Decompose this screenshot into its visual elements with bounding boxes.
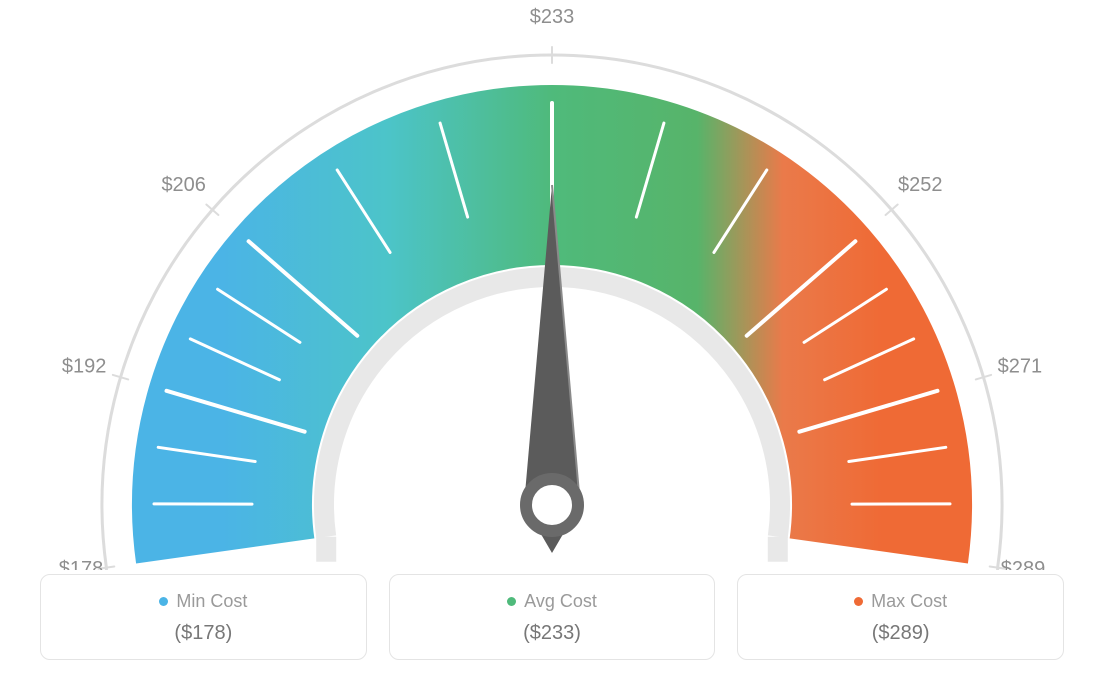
- legend-value-max: ($289): [748, 622, 1053, 645]
- legend-label-min: Min Cost: [159, 591, 247, 612]
- dot-icon: [159, 597, 168, 606]
- legend-card-max: Max Cost ($289): [737, 574, 1064, 660]
- legend-label-text: Max Cost: [871, 591, 947, 612]
- dot-icon: [507, 597, 516, 606]
- svg-text:$252: $252: [898, 174, 943, 196]
- legend-area: Min Cost ($178) Avg Cost ($233) Max Cost…: [40, 574, 1064, 660]
- legend-value-min: ($178): [51, 622, 356, 645]
- dot-icon: [854, 597, 863, 606]
- gauge-chart-container: $178 $192 $206 $233 $252 $271 $289 Min Cost ($…: [0, 0, 1104, 690]
- svg-text:$192: $192: [62, 355, 107, 377]
- svg-text:$233: $233: [530, 6, 575, 28]
- legend-label-text: Avg Cost: [524, 591, 597, 612]
- legend-card-min: Min Cost ($178): [40, 574, 367, 660]
- legend-label-text: Min Cost: [176, 591, 247, 612]
- svg-text:$289: $289: [1001, 558, 1046, 570]
- svg-text:$178: $178: [59, 558, 104, 570]
- legend-label-max: Max Cost: [854, 591, 947, 612]
- gauge-svg: $178 $192 $206 $233 $252 $271 $289: [0, 0, 1104, 570]
- legend-label-avg: Avg Cost: [507, 591, 597, 612]
- svg-text:$271: $271: [998, 355, 1043, 377]
- gauge-area: $178 $192 $206 $233 $252 $271 $289: [0, 0, 1104, 570]
- legend-value-avg: ($233): [400, 622, 705, 645]
- legend-card-avg: Avg Cost ($233): [389, 574, 716, 660]
- svg-text:$206: $206: [161, 174, 206, 196]
